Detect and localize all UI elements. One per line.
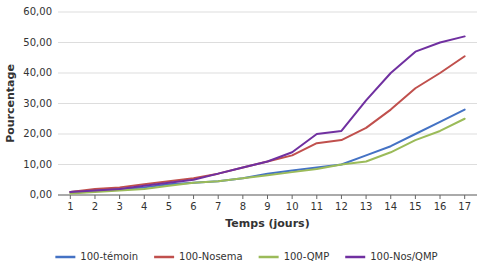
x-tick xyxy=(144,195,145,199)
chart: 0,0010,0020,0030,0040,0050,0060,00123456… xyxy=(0,0,493,275)
y-tick-label: 40,00 xyxy=(23,67,52,78)
x-tick xyxy=(316,195,317,199)
legend-item: 100-QMP xyxy=(259,251,330,262)
legend-swatch xyxy=(259,256,279,259)
legend-label: 100-Nosema xyxy=(179,251,243,262)
legend-item: 100-Nosema xyxy=(154,251,243,262)
y-axis: 0,00 10,00 20,00 30,00 40,00 50,00 60,00 xyxy=(23,6,52,200)
x-tick-label: 10 xyxy=(286,201,299,212)
x-tick-label: 7 xyxy=(215,201,221,212)
legend-swatch xyxy=(154,256,174,259)
series-line xyxy=(70,56,464,192)
x-tick-label: 13 xyxy=(360,201,373,212)
legend-label: 100-QMP xyxy=(284,251,330,262)
legend-label: 100-témoin xyxy=(80,251,138,262)
x-tick-label: 16 xyxy=(434,201,447,212)
x-tick-label: 9 xyxy=(264,201,270,212)
x-tick xyxy=(193,195,194,199)
x-tick-label: 4 xyxy=(141,201,147,212)
x-tick xyxy=(292,195,293,199)
y-tick-label: 50,00 xyxy=(23,37,52,48)
series-line xyxy=(70,119,464,194)
x-tick-label: 11 xyxy=(310,201,323,212)
x-tick-label: 2 xyxy=(92,201,98,212)
legend-swatch xyxy=(345,256,365,259)
y-axis-title: Pourcentage xyxy=(4,64,17,143)
legend-label: 100-Nos/QMP xyxy=(370,251,437,262)
x-tick xyxy=(366,195,367,199)
x-tick xyxy=(390,195,391,199)
series-line xyxy=(70,36,464,192)
legend-item: 100-témoin xyxy=(55,251,138,262)
x-tick xyxy=(242,195,243,199)
y-tick-label: 0,00 xyxy=(30,189,52,200)
y-tick-label: 30,00 xyxy=(23,98,52,109)
legend: 100-témoin 100-Nosema 100-QMP 100-Nos/QMP xyxy=(55,251,437,262)
grid-line xyxy=(58,164,477,165)
x-tick xyxy=(341,195,342,199)
y-tick-label: 60,00 xyxy=(23,6,52,17)
grid-line xyxy=(58,73,477,74)
x-tick xyxy=(464,195,465,199)
x-axis-title: Temps (jours) xyxy=(225,217,309,230)
grid-line xyxy=(58,42,477,43)
x-tick xyxy=(440,195,441,199)
x-tick-label: 15 xyxy=(409,201,422,212)
grid-line xyxy=(58,12,477,13)
x-tick xyxy=(267,195,268,199)
x-tick-label: 1 xyxy=(67,201,73,212)
x-tick-label: 5 xyxy=(166,201,172,212)
y-tick-label: 10,00 xyxy=(23,159,52,170)
x-tick xyxy=(168,195,169,199)
y-tick-label: 20,00 xyxy=(23,128,52,139)
x-tick xyxy=(119,195,120,199)
x-tick xyxy=(218,195,219,199)
x-tick xyxy=(94,195,95,199)
x-tick xyxy=(415,195,416,199)
grid xyxy=(58,12,477,195)
x-tick xyxy=(70,195,71,199)
series-lines xyxy=(70,36,464,193)
series-line xyxy=(70,110,464,192)
grid-line xyxy=(58,103,477,104)
x-tick-label: 8 xyxy=(240,201,246,212)
legend-swatch xyxy=(55,256,75,259)
x-axis: 1234567891011121314151617 xyxy=(58,195,477,212)
x-tick-label: 6 xyxy=(190,201,196,212)
x-tick-label: 14 xyxy=(384,201,397,212)
x-tick-label: 3 xyxy=(116,201,122,212)
x-tick-label: 17 xyxy=(458,201,471,212)
legend-item: 100-Nos/QMP xyxy=(345,251,437,262)
x-tick-label: 12 xyxy=(335,201,348,212)
